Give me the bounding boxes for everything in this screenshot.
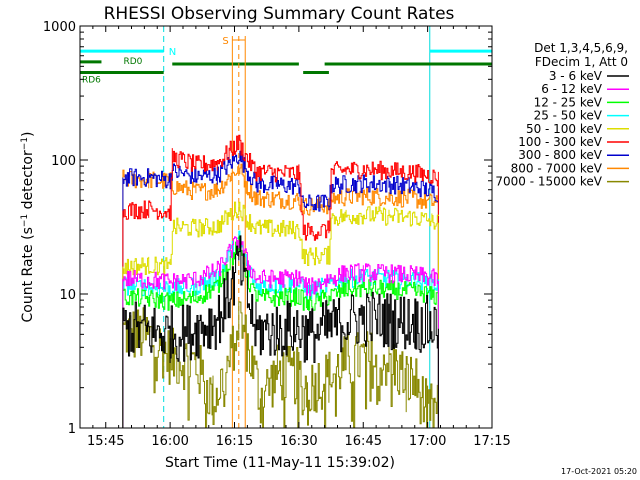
x-tick-label-6: 17:15 (473, 434, 510, 449)
legend-label-4: 25 - 50 keV (534, 109, 603, 123)
x-axis-label: Start Time (11-May-11 15:39:02) (165, 455, 395, 471)
legend-label-6: 100 - 300 keV (518, 135, 602, 149)
x-axis-ticks: 15:45 16:00 16:15 16:30 16:45 17:00 17:15 (79, 26, 511, 449)
y-label-end: ) (20, 132, 36, 137)
y-label-main: Count Rate (s (20, 227, 36, 322)
legend-label-7: 300 - 800 keV (518, 148, 602, 162)
x-tick-label-0: 15:45 (87, 434, 124, 449)
legend-label-8: 800 - 7000 keV (511, 161, 603, 175)
legend-header-line-2: FDecim 1, Att 0 (535, 55, 628, 69)
legend-label-1: 3 - 6 keV (549, 69, 603, 83)
x-tick-label-5: 17:00 (409, 434, 446, 449)
y-tick-label-1: 10 (59, 288, 76, 303)
series-line-1 (122, 235, 439, 428)
legend-label-2: 6 - 12 keV (541, 82, 603, 96)
series-layer (122, 134, 439, 429)
legend-label-3: 12 - 25 keV (534, 95, 603, 109)
flare-label: S (222, 36, 228, 47)
x-tick-label-3: 16:30 (280, 434, 317, 449)
chart-title: RHESSI Observing Summary Count Rates (104, 4, 455, 24)
legend-label-9: 7000 - 15000 keV (495, 175, 602, 189)
generation-timestamp: 17-Oct-2021 05:20 (561, 467, 637, 476)
night-label: N (169, 47, 176, 58)
legend-label-5: 50 - 100 keV (526, 122, 603, 136)
y-label-mid: detector (20, 150, 36, 214)
x-tick-label-4: 16:45 (345, 434, 382, 449)
x-tick-label-1: 16:00 (151, 434, 188, 449)
y-tick-label-0: 1 (68, 422, 76, 437)
y-axis-label: Count Rate (s−1 detector−1) (20, 132, 36, 323)
decimation-label-rd6: RD6 (82, 75, 101, 85)
y-label-sup1: −1 (20, 214, 30, 227)
y-tick-label-2: 100 (51, 154, 76, 169)
decimation-label-rd0: RD0 (123, 57, 142, 67)
legend-header-line-1: Det 1,3,4,5,6,9, (534, 41, 628, 55)
legend: Det 1,3,4,5,6,9, FDecim 1, Att 0 3 - 6 k… (495, 41, 629, 189)
y-tick-label-3: 1000 (43, 20, 76, 35)
y-label-sup2: −1 (20, 137, 30, 150)
y-axis-ticks: 1 10 100 1000 (43, 20, 492, 437)
x-tick-label-2: 16:15 (216, 434, 253, 449)
